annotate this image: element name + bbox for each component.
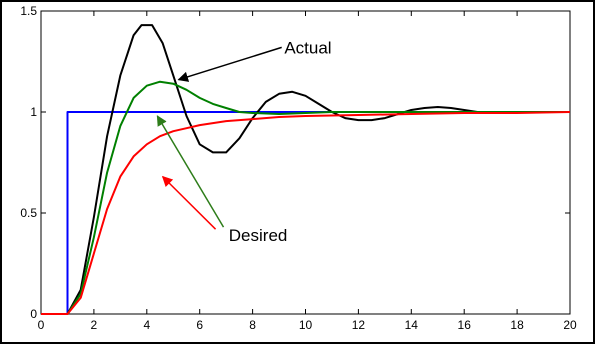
annotation-actual: Actual xyxy=(284,38,331,57)
x-tick-label: 16 xyxy=(458,318,472,332)
x-tick-label: 6 xyxy=(196,318,203,332)
x-tick-label: 14 xyxy=(405,318,419,332)
y-tick-label: 1 xyxy=(30,105,37,119)
x-tick-label: 10 xyxy=(299,318,313,332)
x-tick-label: 8 xyxy=(249,318,256,332)
x-tick-label: 4 xyxy=(143,318,150,332)
x-tick-label: 2 xyxy=(91,318,98,332)
x-tick-label: 18 xyxy=(510,318,524,332)
y-tick-label: 1.5 xyxy=(20,4,37,18)
actual-arrow xyxy=(177,46,282,82)
x-tick-label: 0 xyxy=(38,318,45,332)
series-line-red xyxy=(41,111,571,315)
y-tick-label: 0 xyxy=(30,307,37,321)
y-tick-label: 0.5 xyxy=(20,206,37,220)
series-line-blue-step xyxy=(41,111,570,315)
x-tick-label: 12 xyxy=(352,318,366,332)
series-line-green xyxy=(41,80,570,315)
desired-arrow-green xyxy=(156,115,225,228)
desired-arrow-red xyxy=(161,175,217,230)
x-tick-label: 20 xyxy=(563,318,577,332)
annotation-desired: Desired xyxy=(229,226,288,245)
series-line-black-actual xyxy=(41,24,570,315)
